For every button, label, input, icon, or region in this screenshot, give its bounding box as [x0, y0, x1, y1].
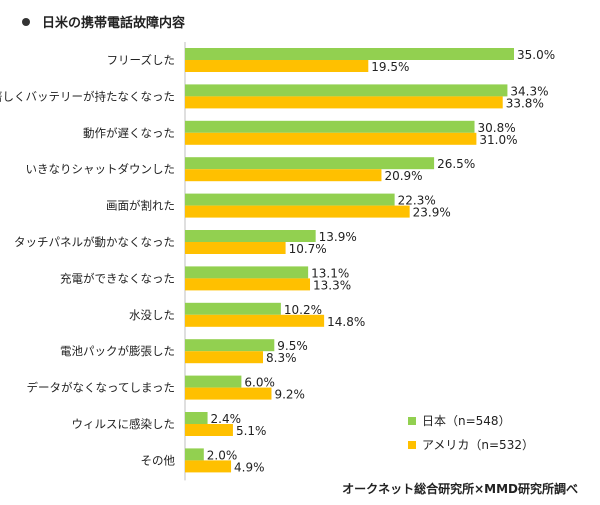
data-label: 35.0%: [517, 48, 555, 62]
category-label: データがなくなってしまった: [27, 381, 175, 395]
bar-japan: [185, 448, 204, 461]
data-label: 5.1%: [236, 424, 267, 438]
bar-usa: [185, 424, 233, 436]
chart-title: 日米の携帯電話故障内容: [42, 16, 186, 31]
category-label: 水没した: [129, 308, 175, 322]
legend-swatch: [408, 441, 416, 449]
data-label: 2.0%: [207, 448, 238, 462]
bar-japan: [185, 302, 281, 315]
data-label: 34.3%: [510, 84, 548, 98]
bar-japan: [185, 230, 316, 242]
legend-label: 日本（n=548）: [422, 414, 511, 428]
data-label: 10.7%: [289, 242, 327, 256]
legend-swatch: [408, 417, 416, 425]
source-credit: オークネット総合研究所×MMD研究所調べ: [342, 482, 578, 496]
data-label: 33.8%: [506, 96, 544, 110]
bar-usa: [185, 351, 264, 364]
bar-usa: [185, 96, 503, 109]
bar-usa: [185, 460, 232, 473]
bar-japan: [185, 266, 309, 279]
data-label: 30.8%: [478, 121, 516, 135]
data-label: 4.9%: [234, 460, 265, 474]
data-label: 8.3%: [266, 351, 297, 365]
data-label: 13.9%: [319, 230, 357, 244]
bar-usa: [185, 278, 311, 291]
bar-usa: [185, 242, 286, 254]
data-label: 19.5%: [371, 60, 409, 74]
chart-title-row: 日米の携帯電話故障内容: [22, 12, 185, 31]
bar-usa: [185, 60, 369, 72]
bar-usa: [185, 314, 325, 327]
data-label: 14.8%: [327, 315, 365, 329]
category-label: いきなりシャットダウンした: [26, 162, 176, 176]
data-label: 23.9%: [413, 206, 451, 220]
data-label: 13.1%: [311, 266, 349, 280]
data-label: 10.2%: [284, 303, 322, 317]
bar-japan: [185, 48, 514, 60]
legend-label: アメリカ（n=532）: [422, 438, 534, 452]
category-label: タッチパネルが動かなくなった: [14, 235, 175, 249]
bar-japan: [185, 84, 508, 97]
data-label: 13.3%: [313, 278, 351, 292]
data-label: 26.5%: [437, 157, 475, 171]
bar-usa: [185, 205, 410, 218]
data-label: 9.5%: [277, 339, 308, 353]
data-label: 20.9%: [384, 169, 422, 183]
data-label: 6.0%: [244, 376, 275, 390]
bar-japan: [185, 375, 242, 388]
bar-japan: [185, 120, 475, 133]
data-label: 31.0%: [479, 133, 517, 147]
bar-usa: [185, 387, 272, 400]
bullet-dot-icon: [22, 17, 30, 26]
bar-japan: [185, 412, 208, 424]
bar-japan: [185, 339, 275, 352]
category-label: 充電ができなくなった: [60, 271, 175, 285]
category-label: 電池パックが膨張した: [60, 344, 175, 358]
category-label: 画面が割れた: [106, 199, 175, 213]
data-label: 22.3%: [398, 194, 436, 208]
category-label: その他: [141, 453, 176, 467]
category-label: フリーズした: [107, 53, 175, 67]
category-label: 動作が遅くなった: [83, 126, 175, 140]
data-label: 2.4%: [211, 412, 242, 426]
data-label: 9.2%: [274, 388, 305, 402]
bar-usa: [185, 169, 382, 182]
bar-usa: [185, 132, 477, 145]
bar-japan: [185, 193, 395, 206]
category-label: ウィルスに感染した: [72, 417, 176, 431]
category-label: 著しくバッテリーが持たなくなった: [0, 89, 175, 103]
bar-japan: [185, 157, 435, 170]
